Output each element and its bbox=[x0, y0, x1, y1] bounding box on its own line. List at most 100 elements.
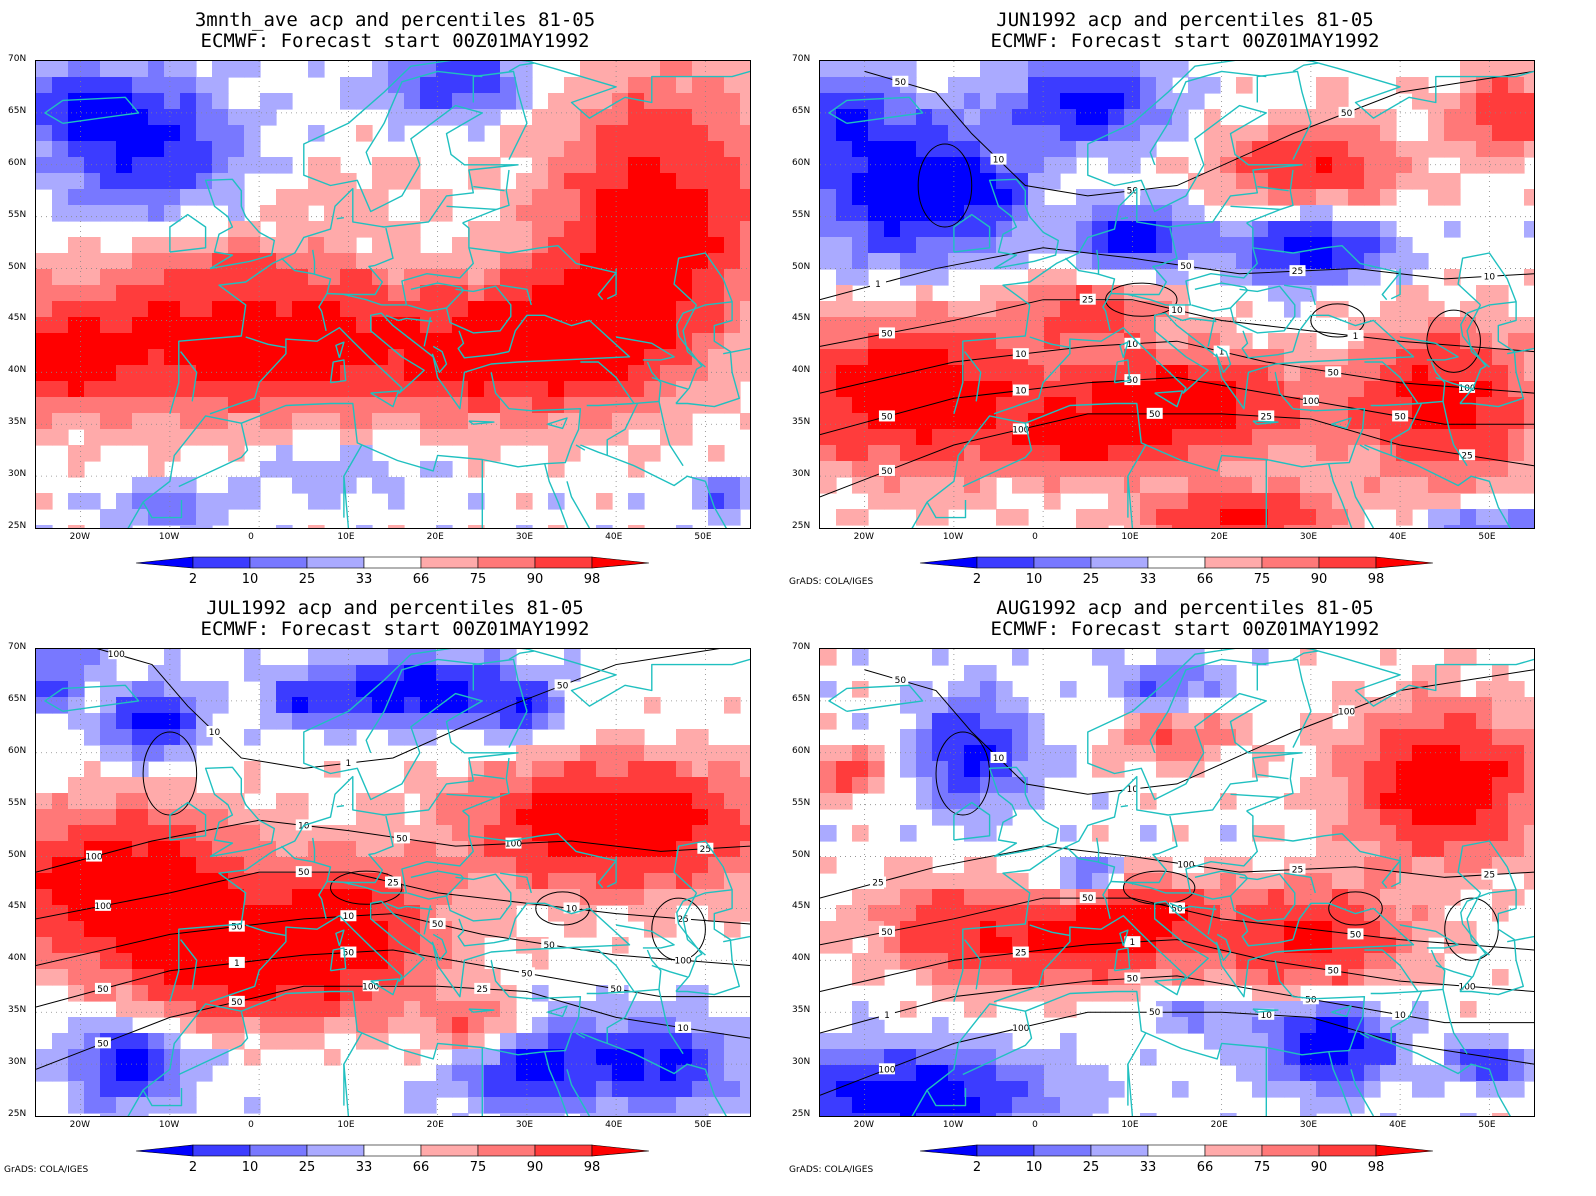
lat-tick-label: 40N bbox=[792, 953, 811, 964]
lon-tick-label: 20W bbox=[853, 1120, 874, 1130]
contour-label: 50 bbox=[521, 969, 533, 979]
panel-title-line2: ECMWF: Forecast start 00Z01MAY1992 bbox=[200, 618, 590, 640]
panel-3month-average: 3mnth_ave acp and percentiles 81-05 ECMW… bbox=[0, 0, 790, 598]
contour-label: 50 bbox=[298, 868, 310, 878]
lon-tick-label: 20W bbox=[69, 1120, 90, 1130]
contour-label: 50 bbox=[895, 78, 907, 88]
lon-tick-label: 0 bbox=[1032, 532, 1038, 542]
contour-label: 50 bbox=[231, 998, 243, 1008]
contour-label: 50 bbox=[881, 329, 893, 339]
lat-tick-label: 65N bbox=[8, 105, 27, 116]
colorbar-label: 75 bbox=[470, 1160, 487, 1174]
colorbar: 2 10 25 33 66 75 90 98 bbox=[919, 1144, 1434, 1174]
contour-label: 25 bbox=[477, 985, 488, 995]
lat-tick-label: 65N bbox=[792, 693, 811, 704]
colorbar-label: 75 bbox=[470, 572, 487, 586]
lat-tick-label: 30N bbox=[8, 469, 27, 480]
contour-label: 100 bbox=[362, 982, 379, 992]
colorbar-label: 10 bbox=[242, 572, 259, 586]
contour-label: 1 bbox=[1130, 938, 1136, 948]
lon-tick-label: 20E bbox=[426, 532, 444, 542]
contour-label: 10 bbox=[1127, 785, 1139, 795]
contour-label: 10 bbox=[1127, 340, 1139, 350]
contour-label: 25 bbox=[1484, 871, 1495, 881]
contour-label: 50 bbox=[1082, 894, 1094, 904]
colorbar-label: 33 bbox=[356, 1160, 373, 1174]
colorbar-label: 66 bbox=[413, 572, 430, 586]
colorbar-label: 33 bbox=[1140, 1160, 1157, 1174]
lat-tick-label: 60N bbox=[8, 157, 27, 168]
panel-jul1992: JUL1992 acp and percentiles 81-05 ECMWF:… bbox=[0, 588, 790, 1188]
lat-tick-label: 25N bbox=[792, 521, 811, 531]
colorbar-label: 25 bbox=[299, 1160, 316, 1174]
map-area bbox=[35, 60, 751, 529]
lat-tick-label: 45N bbox=[792, 313, 811, 324]
lat-tick-label: 60N bbox=[792, 157, 811, 168]
contour-label: 100 bbox=[878, 1065, 895, 1075]
contour-label: 10 bbox=[1484, 272, 1496, 282]
lon-tick-label: 30E bbox=[1299, 532, 1318, 542]
lat-tick-label: 70N bbox=[792, 54, 811, 64]
colorbar: 2 10 25 33 66 75 90 98 bbox=[135, 1144, 650, 1174]
contour-label: 50 bbox=[543, 941, 555, 951]
contour-label: 25 bbox=[700, 845, 711, 855]
contour-label: 10 bbox=[1015, 386, 1027, 396]
lat-tick-label: 25N bbox=[8, 1109, 27, 1119]
contour-label: 50 bbox=[1171, 904, 1183, 914]
contour-label: 25 bbox=[1261, 412, 1272, 422]
lon-tick-label: 10E bbox=[1121, 532, 1139, 542]
panel-title-line2: ECMWF: Forecast start 00Z01MAY1992 bbox=[990, 30, 1380, 52]
panel-title-line2: ECMWF: Forecast start 00Z01MAY1992 bbox=[200, 30, 590, 52]
lat-tick-label: 65N bbox=[792, 105, 811, 116]
contour-label: 50 bbox=[1350, 930, 1362, 940]
contour-label: 50 bbox=[396, 834, 408, 844]
contour-label: 100 bbox=[1012, 425, 1029, 435]
lon-tick-label: 20W bbox=[853, 532, 874, 542]
colorbar-label: 2 bbox=[189, 572, 197, 586]
contour-label: 100 bbox=[85, 853, 102, 863]
panel-title-line1: 3mnth_ave acp and percentiles 81-05 bbox=[194, 9, 596, 31]
lon-tick-label: 0 bbox=[248, 1120, 254, 1130]
lon-tick-label: 30E bbox=[515, 1120, 534, 1130]
lat-tick-label: 25N bbox=[8, 521, 27, 531]
colorbar-label: 90 bbox=[1311, 572, 1328, 586]
lat-tick-label: 30N bbox=[8, 1057, 27, 1068]
colorbar-label: 66 bbox=[413, 1160, 430, 1174]
lat-tick-label: 55N bbox=[8, 797, 27, 808]
map-area: 50 50 50 100 50 50 50 50 100 50 100 100 100 50 50 25 25 1… bbox=[35, 648, 751, 1117]
colorbar-label: 66 bbox=[1197, 572, 1214, 586]
contour-label: 100 bbox=[1177, 860, 1194, 870]
lon-tick-label: 0 bbox=[1032, 1120, 1038, 1130]
colorbar-label: 2 bbox=[189, 1160, 197, 1174]
lon-tick-label: 30E bbox=[1299, 1120, 1318, 1130]
contour-label: 50 bbox=[97, 1039, 109, 1049]
lon-tick-label: 40E bbox=[605, 532, 623, 542]
contour-label: 50 bbox=[1394, 412, 1406, 422]
contour-label: 10 bbox=[677, 1024, 689, 1034]
lat-tick-label: 40N bbox=[8, 953, 27, 964]
contour-label: 100 bbox=[108, 650, 125, 660]
contour-label: 100 bbox=[505, 840, 522, 850]
lon-tick-label: 10E bbox=[337, 1120, 355, 1130]
contour-label: 50 bbox=[1327, 368, 1339, 378]
contour-label: 100 bbox=[1458, 982, 1475, 992]
colorbar: 2 10 25 33 66 75 90 98 bbox=[919, 556, 1434, 586]
colorbar-label: 2 bbox=[973, 572, 981, 586]
colorbar-label: 10 bbox=[242, 1160, 259, 1174]
contour-label: 50 bbox=[881, 412, 893, 422]
lat-tick-label: 30N bbox=[792, 1057, 811, 1068]
grads-credit: GrADS: COLA/IGES bbox=[789, 1165, 874, 1175]
lon-tick-label: 50E bbox=[1478, 1120, 1496, 1130]
lat-tick-label: 65N bbox=[8, 693, 27, 704]
contour-label: 50 bbox=[1127, 187, 1139, 197]
contour-label: 10 bbox=[1171, 306, 1183, 316]
lon-tick-label: 40E bbox=[1389, 1120, 1407, 1130]
contour-label: 50 bbox=[1305, 995, 1317, 1005]
lon-tick-label: 10W bbox=[942, 1120, 964, 1130]
colorbar-label: 98 bbox=[584, 1160, 601, 1174]
lat-tick-label: 35N bbox=[8, 417, 27, 428]
colorbar-label: 10 bbox=[1026, 572, 1043, 586]
contour-label: 100 bbox=[674, 956, 691, 966]
lat-tick-label: 35N bbox=[792, 417, 811, 428]
contour-label: 50 bbox=[1180, 262, 1192, 272]
